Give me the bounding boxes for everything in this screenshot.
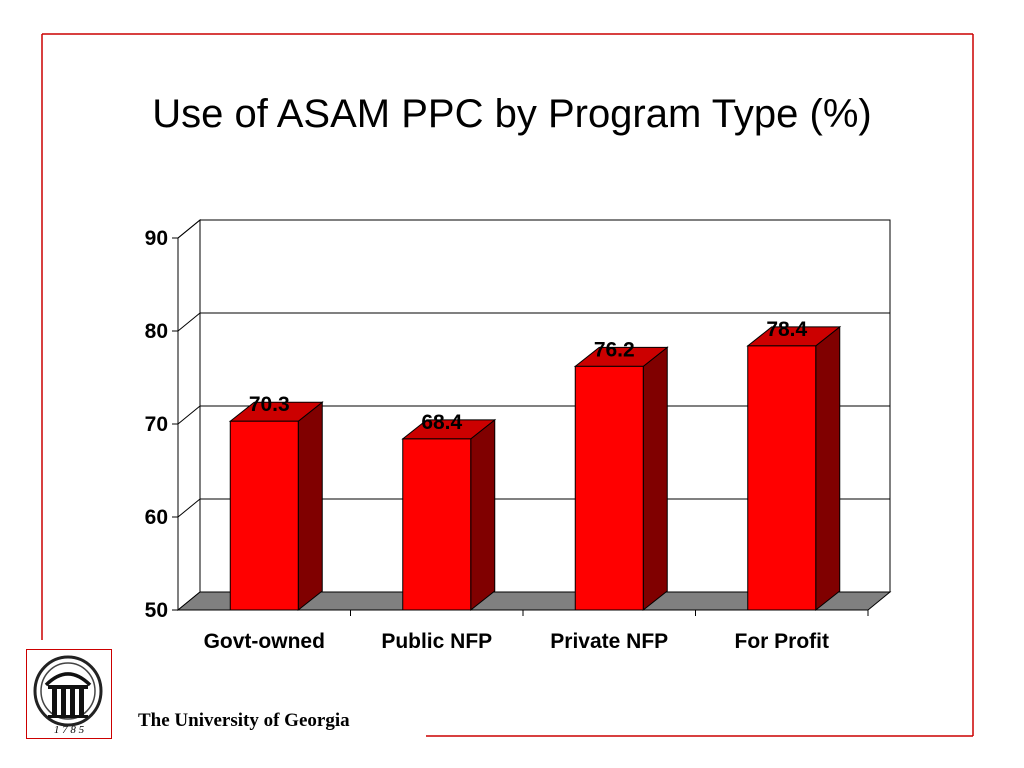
gridline-side bbox=[177, 219, 201, 239]
slide-title: Use of ASAM PPC by Program Type (%) bbox=[152, 92, 872, 136]
logo-year-text: 1 7 8 5 bbox=[54, 724, 85, 736]
y-tick-label: 80 bbox=[145, 320, 168, 343]
x-category-label: For Profit bbox=[735, 630, 830, 653]
data-label: 78.4 bbox=[766, 318, 807, 341]
data-label: 76.2 bbox=[594, 338, 635, 361]
y-tick-label: 50 bbox=[145, 599, 168, 622]
bar-side bbox=[470, 418, 496, 612]
data-label: 68.4 bbox=[421, 411, 462, 434]
x-category-label: Public NFP bbox=[381, 630, 492, 653]
gridline-side bbox=[177, 498, 201, 518]
chart-bars bbox=[228, 325, 842, 612]
y-tick-label: 70 bbox=[145, 413, 168, 436]
chart-labels: 50 60 70 80 90 70.3 Govt-owned 68.4 Public NFP 76… bbox=[145, 227, 829, 653]
bar-side bbox=[297, 401, 323, 612]
y-tick-label: 90 bbox=[145, 227, 168, 250]
bar bbox=[229, 420, 299, 611]
bar-side bbox=[815, 325, 841, 612]
x-category-label: Private NFP bbox=[550, 630, 668, 653]
bar-side bbox=[642, 346, 668, 612]
bar bbox=[402, 438, 472, 611]
data-label: 70.3 bbox=[249, 393, 290, 416]
bar bbox=[747, 345, 817, 611]
bar bbox=[574, 365, 644, 611]
gridline-side bbox=[177, 405, 201, 425]
x-category-label: Govt-owned bbox=[204, 630, 325, 653]
gridline-side bbox=[177, 312, 201, 332]
footer-institution-name: The University of Georgia bbox=[138, 710, 350, 731]
y-tick-label: 60 bbox=[145, 506, 168, 529]
university-logo: 1 7 8 5 bbox=[26, 649, 112, 739]
